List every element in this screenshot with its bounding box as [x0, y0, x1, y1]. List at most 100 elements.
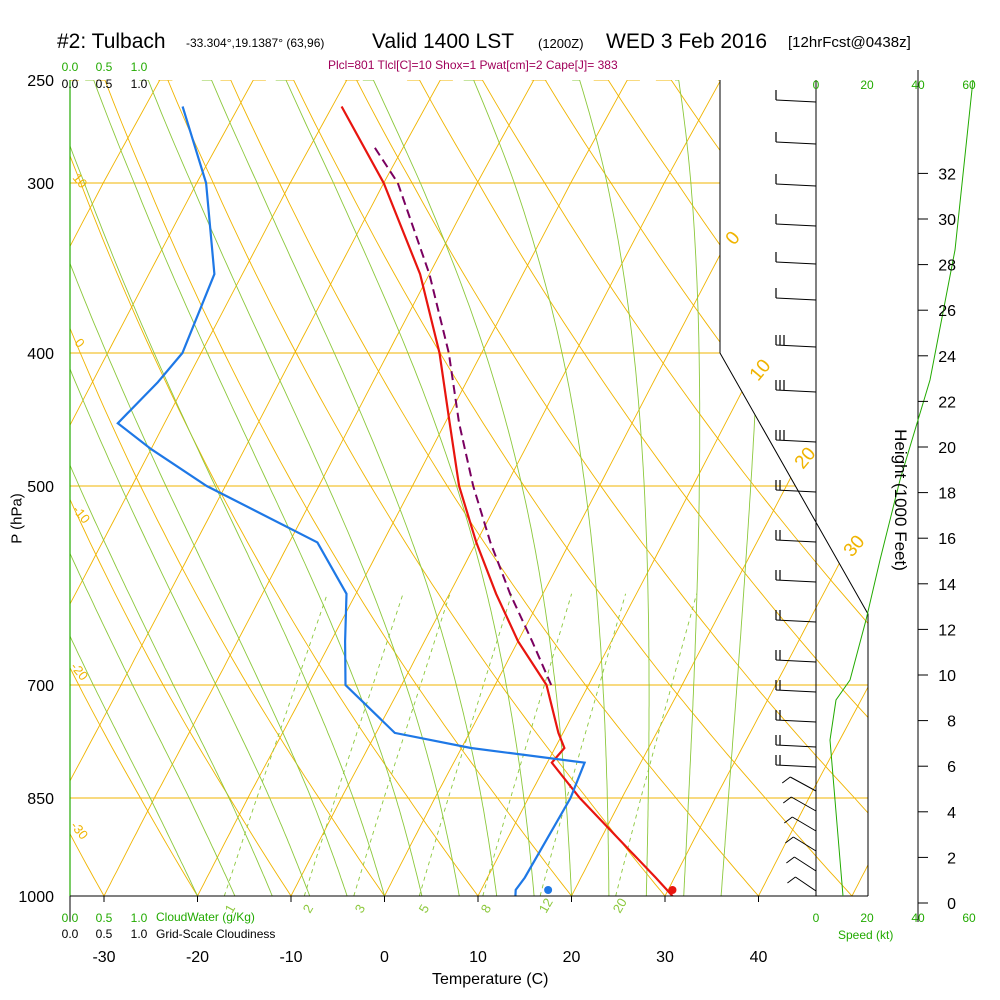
moist-adiabat-12: [201, 80, 498, 896]
height-tick-12: 12: [938, 622, 956, 639]
temperature-line: [340, 105, 674, 896]
wind-barb: [787, 876, 817, 892]
wind-barb: [775, 680, 817, 693]
forecast-info: [12hrFcst@0438z]: [788, 34, 911, 51]
wind-barb: [775, 610, 817, 623]
height-tick-22: 22: [938, 394, 956, 411]
cloudiness-label: Grid-Scale Cloudiness: [156, 927, 276, 941]
wind-barb: [775, 650, 817, 663]
height-tick-6: 6: [947, 759, 956, 776]
isotherm-label-10: 10: [746, 356, 776, 386]
mixing-ratio-20: [615, 593, 698, 896]
temp-tick--20: -20: [186, 949, 209, 966]
chart-header: #2: Tulbach -33.304°,19.1387° (63,96) Va…: [0, 0, 1000, 80]
height-tick-16: 16: [938, 531, 956, 548]
moist-adiabat-20: [362, 80, 572, 896]
dry-adiabat-20: [96, 80, 577, 896]
dry-adiabat-60: [344, 80, 868, 896]
dewpoint-line: [116, 106, 587, 896]
moist-adiabat-4: [85, 80, 423, 896]
moist-adiabat-32: [675, 80, 701, 896]
wind-barb: [775, 252, 817, 265]
moist-adiabat-16: [275, 80, 535, 896]
wind-barb: [782, 796, 817, 812]
isotherm--20: [194, 80, 640, 896]
temp-tick-10: 10: [469, 949, 487, 966]
height-tick-2: 2: [947, 850, 956, 867]
height-tick-0: 0: [947, 896, 956, 913]
speed-tick-top-40: 40: [911, 78, 925, 92]
pressure-tick-300: 300: [27, 176, 54, 193]
mixing-ratio-2: [303, 593, 404, 896]
pressure-tick-700: 700: [27, 678, 54, 695]
valid-time: Valid 1400 LST: [372, 30, 515, 53]
mixing-ratio-label-8: 8: [478, 902, 495, 916]
speed-tick-bottom-0: 0: [813, 911, 820, 925]
wind-barb: [775, 174, 817, 187]
dry-adiabat-140: [842, 80, 868, 896]
pressure-tick-850: 850: [27, 791, 54, 808]
surface-temperature-dot: [668, 886, 677, 894]
dry-adiabat-label-4: -30: [68, 818, 92, 842]
station-coords: -33.304°,19.1387° (63,96): [186, 36, 325, 50]
mixing-ratio-label-5: 5: [416, 902, 433, 916]
valid-date: WED 3 Feb 2016: [606, 30, 768, 53]
wind-barb: [775, 214, 817, 227]
dry-adiabat-0: [70, 80, 390, 896]
isotherm-label-30: 30: [840, 532, 870, 562]
wind-barb: [775, 755, 817, 768]
mixing-ratio-8: [482, 593, 573, 896]
x-axis-label: Temperature (C): [432, 971, 549, 988]
cloudwater-tick-bottom-0: 0.0: [62, 911, 79, 925]
isotherm--10: [287, 80, 734, 896]
cloudwater-tick-bottom-2: 1.0: [131, 911, 148, 925]
dry-adiabat-40: [220, 80, 765, 896]
cloudiness-tick-top-1: 0.5: [96, 77, 113, 91]
isotherm-50: [848, 80, 868, 896]
mixing-ratio-5: [418, 593, 513, 896]
wind-barb: [775, 288, 817, 301]
moist-adiabat--4: [70, 80, 348, 896]
cloudwater-tick-bottom-1: 0.5: [96, 911, 113, 925]
speed-tick-bottom-40: 40: [911, 911, 925, 925]
mixing-ratio-label-3: 3: [352, 902, 369, 916]
mixing-ratio-label-20: 20: [610, 895, 630, 915]
temp-tick--10: -10: [279, 949, 302, 966]
y-axis-label: P (hPa): [8, 493, 26, 544]
dry-adiabat-label-0: 10: [70, 170, 91, 191]
temp-tick-40: 40: [750, 949, 768, 966]
speed-tick-top-0: 0: [813, 78, 820, 92]
temp-tick-30: 30: [656, 949, 674, 966]
height-tick-32: 32: [938, 166, 956, 183]
wind-barb: [775, 430, 817, 443]
dry-adiabat-90: [531, 80, 868, 896]
moist-adiabat-36: [720, 80, 765, 896]
speed-tick-bottom-20: 20: [860, 911, 874, 925]
height-tick-18: 18: [938, 486, 956, 503]
mixing-ratio-3: [353, 593, 451, 896]
wind-barb: [775, 735, 817, 748]
isotherm--40: [70, 80, 453, 896]
dry-adiabat--10: [70, 80, 296, 896]
dry-adiabat-10: [70, 80, 483, 896]
dry-adiabat--20: [70, 80, 202, 896]
mixing-ratio-label-2: 2: [300, 902, 317, 916]
speed-label: Speed (kt): [838, 928, 894, 942]
wind-barb: [775, 335, 817, 348]
height-tick-20: 20: [938, 440, 956, 457]
moist-adiabat--8: [70, 80, 311, 896]
utc-time: (1200Z): [538, 36, 584, 51]
temp-tick--30: -30: [92, 949, 115, 966]
cloudwater-tick-top-0: 0.0: [62, 60, 79, 74]
cloudiness-tick-bottom-1: 0.5: [96, 927, 113, 941]
height-axis-label: Height (1000 Feet): [891, 429, 910, 571]
mixing-ratio-label-12: 12: [536, 895, 556, 915]
moist-adiabat--16: [70, 80, 236, 896]
speed-tick-top-60: 60: [962, 78, 976, 92]
surface-dewpoint-dot: [544, 886, 553, 894]
mixing-ratio-12: [539, 593, 627, 896]
temp-tick-20: 20: [563, 949, 581, 966]
dry-adiabat-160: [967, 80, 1000, 902]
moist-adiabat-28: [572, 80, 650, 896]
plot-border: [719, 80, 869, 896]
